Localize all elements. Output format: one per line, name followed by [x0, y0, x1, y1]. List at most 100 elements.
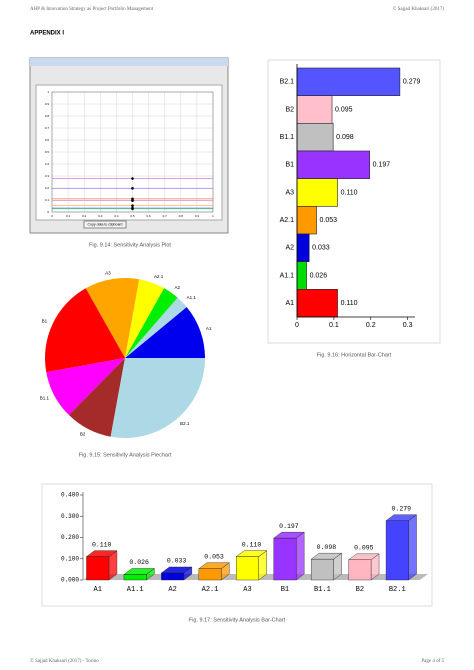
y-tick-label: 0.8	[45, 114, 50, 118]
bar-side	[295, 531, 305, 581]
y-tick-label: 0	[47, 210, 49, 214]
value-label: 0.098	[336, 134, 354, 141]
bar	[296, 289, 338, 318]
bar	[348, 559, 372, 581]
category-label: A1	[94, 586, 102, 594]
bar	[310, 558, 334, 581]
bar	[296, 206, 317, 235]
pie-slice	[85, 278, 140, 358]
x-tick-label: 0.3	[403, 322, 413, 329]
y-tick-label: 0.000	[61, 577, 79, 584]
category-label: A2.1	[280, 217, 295, 224]
category-label: B2.1	[280, 79, 295, 86]
value-label: 0.026	[310, 272, 328, 279]
bar	[296, 123, 334, 152]
value-label: 0.098	[317, 544, 337, 551]
point	[131, 204, 134, 207]
header-right: © Sajjad Khaksari (2017)	[393, 6, 445, 12]
value-label: 0.279	[392, 505, 412, 512]
x-tick-label: 0.7	[163, 214, 168, 218]
bar	[198, 568, 222, 581]
category-label: A1.1	[280, 272, 295, 279]
x-tick-label: 0.3	[98, 214, 103, 218]
slice-label: A1.1	[187, 295, 197, 300]
slice-label: B1.1	[40, 395, 50, 400]
bar	[296, 233, 310, 262]
copy-button[interactable]	[83, 220, 127, 229]
bar-side	[408, 514, 417, 581]
bar	[296, 67, 401, 96]
y-tick-label: 0.3	[45, 174, 50, 178]
x-tick-label: 0.2	[82, 214, 87, 218]
value-label: 0.053	[204, 553, 224, 560]
window-titlebar	[30, 58, 228, 66]
x-tick-label: 0.9	[195, 214, 200, 218]
caption: Fig. 9.17: Sensitivity Analysis Bar-Char…	[189, 617, 286, 623]
category-label: A3	[285, 189, 294, 196]
y-tick-label: 0.200	[61, 534, 79, 541]
category-label: B2	[356, 586, 364, 594]
x-tick-label: 0.1	[329, 322, 339, 329]
y-tick-label: 0.9	[45, 102, 50, 106]
bar	[296, 178, 338, 207]
slice-label: A1	[206, 326, 212, 331]
category-label: B1.1	[280, 134, 295, 141]
pie-slice	[68, 358, 125, 437]
y-tick-label: 0.300	[61, 513, 79, 520]
y-tick-label: 0.7	[45, 126, 50, 130]
header-left: AHP & Innovation Strategy as Project Por…	[30, 7, 154, 12]
y-tick-label: 0.400	[61, 492, 79, 499]
x-tick-label: 0.5	[130, 214, 135, 218]
footer-left: © Sajjad Khaksari (2017) - Torino	[30, 658, 99, 664]
button-label: Copy data to clipboard	[87, 222, 122, 226]
category-label: B2.1	[389, 586, 406, 594]
y-tick-label: 0.5	[45, 150, 50, 154]
pie-slice	[125, 288, 178, 358]
slice-label: B1	[42, 319, 48, 324]
value-label: 0.026	[129, 559, 149, 566]
value-label: 0.110	[242, 541, 262, 548]
y-tick-label: 0.2	[45, 186, 50, 190]
point	[131, 177, 134, 180]
x-tick-label: 0.2	[366, 322, 376, 329]
y-tick-label: 0.1	[45, 198, 50, 202]
bar	[296, 150, 370, 179]
point	[131, 199, 134, 202]
value-label: 0.110	[92, 541, 112, 548]
hbar-frame	[267, 59, 441, 344]
category-label: A2.1	[202, 586, 219, 594]
category-label: A2	[168, 586, 176, 594]
slice-label: A2	[175, 285, 181, 290]
point	[131, 207, 134, 211]
category-label: A3	[243, 586, 251, 594]
value-label: 0.197	[373, 162, 391, 169]
plot-border	[51, 91, 214, 213]
point	[131, 187, 134, 190]
bar	[385, 520, 409, 581]
x-tick-label: 0.1	[66, 214, 71, 218]
pie-slice	[125, 279, 165, 358]
bar	[296, 95, 333, 124]
pie-slice	[46, 358, 125, 416]
pie-slice	[125, 307, 205, 358]
bar	[123, 574, 147, 581]
value-label: 0.053	[320, 217, 338, 224]
y-tick-label: 1	[47, 90, 49, 94]
bar	[296, 261, 307, 290]
x-tick-label: 0	[51, 214, 53, 218]
plot-panel	[35, 84, 223, 221]
category-label: B2	[285, 106, 294, 113]
value-label: 0.110	[341, 300, 358, 307]
bar	[273, 537, 297, 581]
value-label: 0.197	[279, 523, 299, 530]
slice-label: B2	[80, 432, 86, 437]
x-tick-label: 0.4	[114, 214, 119, 218]
y-tick-label: 0.4	[45, 162, 50, 166]
x-tick-label: 0.8	[179, 214, 184, 218]
y-tick-label: 0.6	[45, 138, 50, 142]
category-label: A1	[285, 300, 294, 307]
x-tick-label: 0	[295, 322, 299, 329]
value-label: 0.033	[167, 558, 187, 565]
